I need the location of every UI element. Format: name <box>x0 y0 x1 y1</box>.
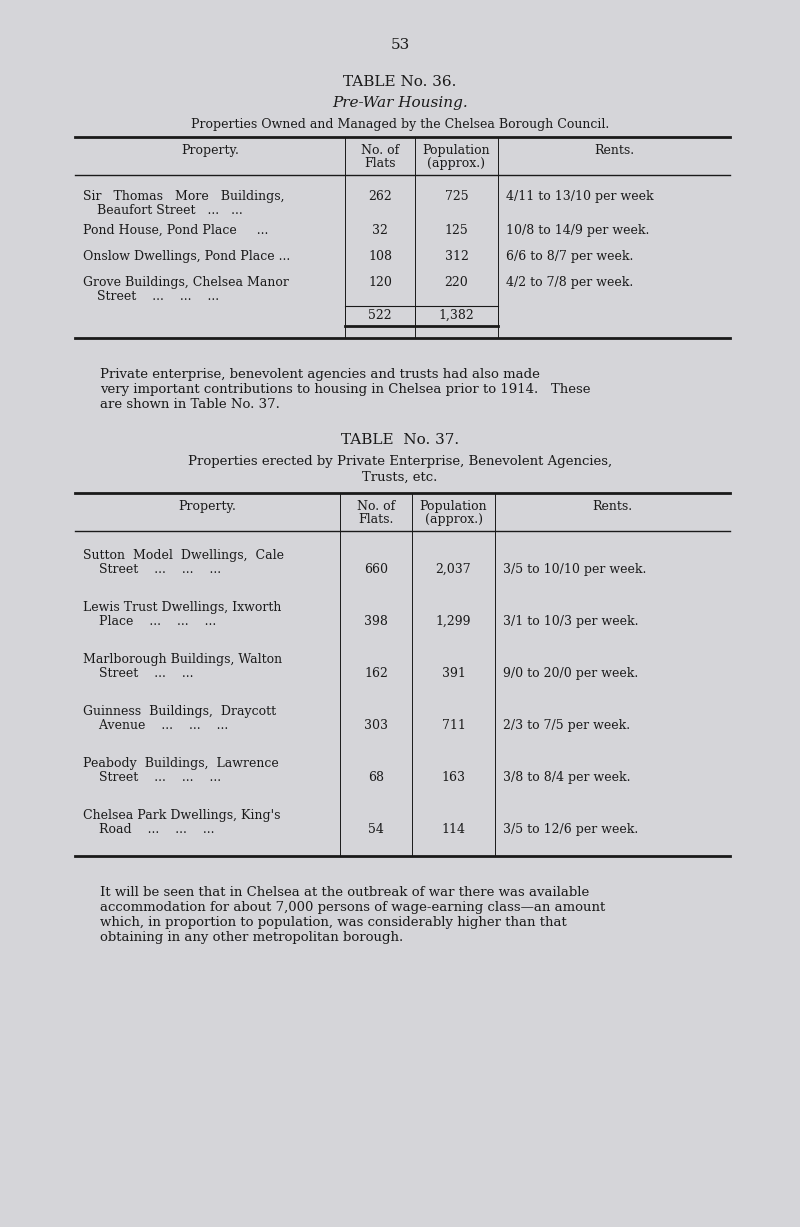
Text: 220: 220 <box>445 276 468 290</box>
Text: 1,299: 1,299 <box>436 615 471 628</box>
Text: 2/3 to 7/5 per week.: 2/3 to 7/5 per week. <box>503 719 630 733</box>
Text: 53: 53 <box>390 38 410 52</box>
Text: Flats: Flats <box>364 157 396 171</box>
Text: Street    ...    ...    ...: Street ... ... ... <box>83 563 221 575</box>
Text: Street    ...    ...    ...: Street ... ... ... <box>97 290 219 303</box>
Text: 9/0 to 20/0 per week.: 9/0 to 20/0 per week. <box>503 667 638 680</box>
Text: Population: Population <box>422 144 490 157</box>
Text: Lewis Trust Dwellings, Ixworth: Lewis Trust Dwellings, Ixworth <box>83 601 282 614</box>
Text: 711: 711 <box>442 719 466 733</box>
Text: Grove Buildings, Chelsea Manor: Grove Buildings, Chelsea Manor <box>83 276 289 290</box>
Text: It will be seen that in Chelsea at the outbreak of war there was available: It will be seen that in Chelsea at the o… <box>100 886 590 899</box>
Text: 391: 391 <box>442 667 466 680</box>
Text: 32: 32 <box>372 225 388 237</box>
Text: 262: 262 <box>368 190 392 202</box>
Text: Peabody  Buildings,  Lawrence: Peabody Buildings, Lawrence <box>83 757 278 771</box>
Text: 125: 125 <box>445 225 468 237</box>
Text: Marlborough Buildings, Walton: Marlborough Buildings, Walton <box>83 653 282 666</box>
Text: Rents.: Rents. <box>594 144 634 157</box>
Text: Pond House, Pond Place     ...: Pond House, Pond Place ... <box>83 225 268 237</box>
Text: 68: 68 <box>368 771 384 784</box>
Text: Sir   Thomas   More   Buildings,: Sir Thomas More Buildings, <box>83 190 285 202</box>
Text: Place    ...    ...    ...: Place ... ... ... <box>83 615 216 628</box>
Text: 114: 114 <box>442 823 466 836</box>
Text: 54: 54 <box>368 823 384 836</box>
Text: Trusts, etc.: Trusts, etc. <box>362 471 438 483</box>
Text: Pre-War Housing.: Pre-War Housing. <box>332 96 468 110</box>
Text: Chelsea Park Dwellings, King's: Chelsea Park Dwellings, King's <box>83 809 281 822</box>
Text: 660: 660 <box>364 563 388 575</box>
Text: 3/8 to 8/4 per week.: 3/8 to 8/4 per week. <box>503 771 630 784</box>
Text: 303: 303 <box>364 719 388 733</box>
Text: Private enterprise, benevolent agencies and trusts had also made: Private enterprise, benevolent agencies … <box>100 368 540 382</box>
Text: 108: 108 <box>368 250 392 263</box>
Text: Properties erected by Private Enterprise, Benevolent Agencies,: Properties erected by Private Enterprise… <box>188 455 612 467</box>
Text: 4/11 to 13/10 per week: 4/11 to 13/10 per week <box>506 190 654 202</box>
Text: 3/1 to 10/3 per week.: 3/1 to 10/3 per week. <box>503 615 638 628</box>
Text: 522: 522 <box>368 309 392 321</box>
Text: 162: 162 <box>364 667 388 680</box>
Text: accommodation for about 7,000 persons of wage-earning class—an amount: accommodation for about 7,000 persons of… <box>100 901 606 914</box>
Text: (approx.): (approx.) <box>425 513 482 526</box>
Text: Sutton  Model  Dwellings,  Cale: Sutton Model Dwellings, Cale <box>83 548 284 562</box>
Text: 163: 163 <box>442 771 466 784</box>
Text: Flats.: Flats. <box>358 513 394 526</box>
Text: Guinness  Buildings,  Draycott: Guinness Buildings, Draycott <box>83 706 276 718</box>
Text: Avenue    ...    ...    ...: Avenue ... ... ... <box>83 719 228 733</box>
Text: Beaufort Street   ...   ...: Beaufort Street ... ... <box>97 204 242 217</box>
Text: 10/8 to 14/9 per week.: 10/8 to 14/9 per week. <box>506 225 650 237</box>
Text: which, in proportion to population, was considerably higher than that: which, in proportion to population, was … <box>100 917 566 929</box>
Text: TABLE  No. 37.: TABLE No. 37. <box>341 433 459 447</box>
Text: very important contributions to housing in Chelsea prior to 1914.   These: very important contributions to housing … <box>100 383 590 396</box>
Text: obtaining in any other metropolitan borough.: obtaining in any other metropolitan boro… <box>100 931 403 944</box>
Text: Property.: Property. <box>181 144 239 157</box>
Text: No. of: No. of <box>361 144 399 157</box>
Text: Population: Population <box>420 499 487 513</box>
Text: Road    ...    ...    ...: Road ... ... ... <box>83 823 214 836</box>
Text: 120: 120 <box>368 276 392 290</box>
Text: Onslow Dwellings, Pond Place ...: Onslow Dwellings, Pond Place ... <box>83 250 290 263</box>
Text: 6/6 to 8/7 per week.: 6/6 to 8/7 per week. <box>506 250 634 263</box>
Text: are shown in Table No. 37.: are shown in Table No. 37. <box>100 398 280 411</box>
Text: 312: 312 <box>445 250 469 263</box>
Text: (approx.): (approx.) <box>427 157 486 171</box>
Text: 398: 398 <box>364 615 388 628</box>
Text: Rents.: Rents. <box>593 499 633 513</box>
Text: TABLE No. 36.: TABLE No. 36. <box>343 75 457 90</box>
Text: 3/5 to 10/10 per week.: 3/5 to 10/10 per week. <box>503 563 646 575</box>
Text: 1,382: 1,382 <box>438 309 474 321</box>
Text: 4/2 to 7/8 per week.: 4/2 to 7/8 per week. <box>506 276 634 290</box>
Text: Street    ...    ...    ...: Street ... ... ... <box>83 771 221 784</box>
Text: No. of: No. of <box>357 499 395 513</box>
Text: 3/5 to 12/6 per week.: 3/5 to 12/6 per week. <box>503 823 638 836</box>
Text: 2,037: 2,037 <box>436 563 471 575</box>
Text: Street    ...    ...: Street ... ... <box>83 667 194 680</box>
Text: 725: 725 <box>445 190 468 202</box>
Text: Properties Owned and Managed by the Chelsea Borough Council.: Properties Owned and Managed by the Chel… <box>191 118 609 131</box>
Text: Property.: Property. <box>178 499 237 513</box>
